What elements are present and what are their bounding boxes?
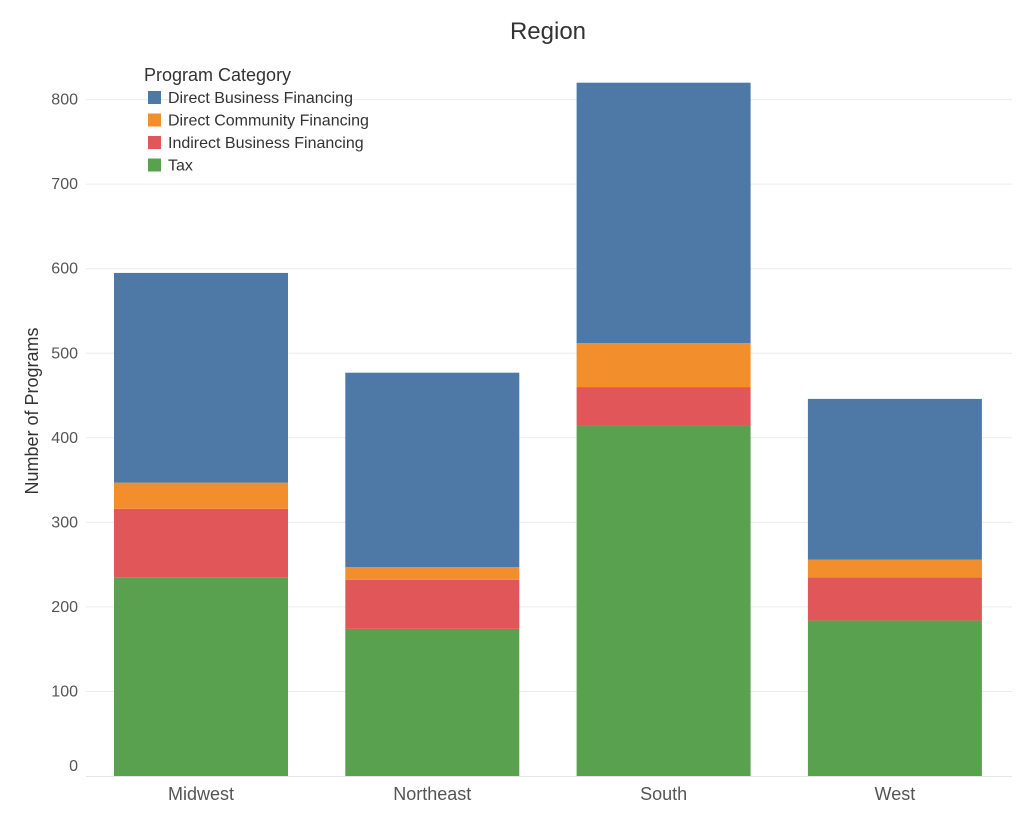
y-tick-label: 300 <box>51 514 78 531</box>
bar-segment-direct-business-financing-west[interactable] <box>807 398 982 560</box>
bar-segment-tax-west[interactable] <box>807 620 982 776</box>
y-tick-label: 0 <box>69 758 78 775</box>
x-axis: Midwest Northeast South West <box>86 776 1012 804</box>
y-tick-label: 600 <box>51 261 78 278</box>
y-tick-label: 800 <box>51 92 78 109</box>
x-tick-label: West <box>875 784 916 804</box>
bar-segment-tax-south[interactable] <box>576 425 751 776</box>
bar-segment-tax-midwest[interactable] <box>114 577 288 776</box>
bar-segment-direct-business-financing-south[interactable] <box>576 82 751 344</box>
x-tick-label: Northeast <box>393 784 471 804</box>
bar-segment-direct-community-financing-northeast[interactable] <box>345 567 520 580</box>
y-tick-label: 700 <box>51 176 78 193</box>
legend-entry-label: Direct Community Financing <box>168 113 369 130</box>
legend-entry-label: Tax <box>168 158 193 175</box>
legend-entry-label: Direct Business Financing <box>168 90 353 107</box>
legend-swatch <box>148 158 161 172</box>
legend-swatch <box>148 113 161 127</box>
legend-entry-label: Indirect Business Financing <box>168 135 364 152</box>
bar-segment-direct-community-financing-south[interactable] <box>576 343 751 388</box>
legend-swatch <box>148 136 161 149</box>
legend-title: Program Category <box>144 65 291 85</box>
bar-segment-direct-business-financing-northeast[interactable] <box>345 372 520 568</box>
chart-title: Region <box>510 18 586 45</box>
x-tick-label: South <box>640 784 687 804</box>
bar-segment-tax-northeast[interactable] <box>345 628 520 776</box>
y-axis: 0 100 200 300 400 500 600 700 800 <box>51 92 78 775</box>
legend[interactable]: Program Category Direct Business Financi… <box>144 65 369 175</box>
y-tick-label: 500 <box>51 345 78 362</box>
bar-segment-indirect-business-financing-south[interactable] <box>576 387 751 426</box>
x-tick-label: Midwest <box>168 784 234 804</box>
bar-segment-direct-community-financing-midwest[interactable] <box>114 482 288 509</box>
y-tick-label: 100 <box>51 683 78 700</box>
bar-segment-indirect-business-financing-west[interactable] <box>807 577 982 621</box>
legend-swatch <box>148 91 161 104</box>
bar-segment-direct-business-financing-midwest[interactable] <box>114 272 288 483</box>
bar-segment-indirect-business-financing-midwest[interactable] <box>114 508 288 578</box>
y-tick-label: 200 <box>51 599 78 616</box>
bar-segment-direct-community-financing-west[interactable] <box>807 559 982 578</box>
y-axis-label: Number of Programs <box>22 327 42 494</box>
bars <box>114 82 982 776</box>
bar-segment-indirect-business-financing-northeast[interactable] <box>345 579 520 629</box>
y-tick-label: 400 <box>51 430 78 447</box>
